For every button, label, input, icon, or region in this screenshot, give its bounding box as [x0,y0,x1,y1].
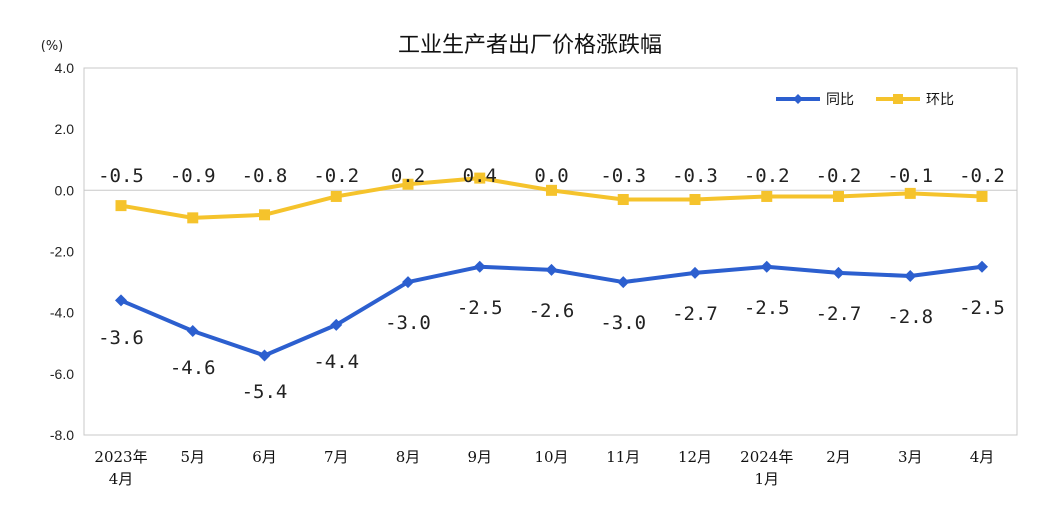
data-label: -4.4 [313,351,359,373]
data-point [904,187,916,199]
data-label: -2.8 [887,306,933,328]
data-point [330,190,342,202]
data-point [761,190,773,202]
x-tick-label: 12月 [678,448,712,466]
y-tick-label: 2.0 [55,121,75,137]
data-point [545,263,558,276]
data-label: -4.6 [170,357,216,379]
data-point [115,200,127,212]
data-point [187,212,199,224]
data-label: -2.5 [457,297,503,319]
legend: 同比 环比 [776,92,954,108]
data-label: -0.3 [600,165,646,187]
data-label: 0.2 [391,165,425,187]
data-point [617,276,630,289]
data-label: -0.3 [672,165,718,187]
data-point [546,184,557,196]
data-point [474,172,486,184]
x-tick-label: 7月 [324,448,349,466]
data-point [330,318,343,331]
y-axis-unit: (%) [41,39,64,54]
x-tick-label: 2月 [826,448,851,466]
data-label: 0.4 [463,165,497,187]
data-label: -2.6 [529,300,575,322]
data-label: -5.4 [242,381,288,403]
data-point [617,194,629,206]
data-label: -2.7 [672,303,718,325]
x-tick-label: 6月 [252,448,277,466]
series-layer: -0.5 -0.9 -0.8 -0.2 0.2 0.4 0.0 -0.3 -0.3 -0.2 -0.… [98,165,1005,403]
data-label: -0.5 [98,165,144,187]
data-point [115,294,127,307]
data-label: -3.0 [600,312,646,334]
y-tick-label: 4.0 [55,60,75,76]
x-tick-label: 2024年 1月 [740,448,793,488]
data-point [186,325,199,338]
data-label: 0.0 [534,165,568,187]
data-label: -3.0 [385,312,431,334]
y-tick-label: -8.0 [50,427,74,443]
legend-label: 环比 [926,92,954,108]
x-axis-ticks: 2023年 4月 5月 6月 7月 8月 9月 10月 11月 12月 2024年 1月 2月 3月 4月 [94,448,994,488]
data-point [832,266,845,279]
data-point [402,178,414,190]
data-label: -2.5 [959,297,1005,319]
data-point [689,194,701,206]
x-tick-label: 4月 [970,448,995,466]
x-tick-label: 3月 [898,448,923,466]
y-tick-label: -4.0 [50,305,74,321]
x-tick-label: 5月 [180,448,205,466]
data-point [904,269,917,282]
legend-marker [793,94,803,104]
data-point [258,349,271,362]
data-label: -0.2 [313,165,359,187]
legend-label: 同比 [826,92,854,108]
data-label: -0.2 [816,165,862,187]
data-label: -3.6 [98,327,144,349]
data-point [473,260,486,273]
data-label: -2.5 [744,297,790,319]
data-point [689,266,701,279]
data-label: -0.9 [170,165,216,187]
x-tick-label: 11月 [606,448,640,466]
x-tick-label: 10月 [534,448,568,466]
data-point [760,260,773,273]
chart-title: 工业生产者出厂价格涨跌幅 [398,33,662,58]
y-axis-ticks: 4.0 2.0 0.0 -2.0 -4.0 -6.0 -8.0 [50,60,74,443]
data-label: -0.1 [887,165,933,187]
data-label: -0.2 [744,165,790,187]
y-tick-label: -6.0 [50,366,74,382]
x-tick-label: 2023年 4月 [94,448,147,488]
data-label: -2.7 [816,303,862,325]
data-point [259,209,270,221]
x-tick-label: 9月 [467,448,492,466]
data-label: -0.8 [242,165,288,187]
data-point [402,276,414,289]
plot-frame [83,67,1018,436]
data-point [976,190,988,202]
data-point [833,190,844,202]
x-tick-label: 8月 [396,448,421,466]
y-tick-label: -2.0 [50,244,74,260]
y-tick-label: 0.0 [55,182,75,198]
legend-marker [893,94,903,104]
data-point [976,260,988,273]
data-label: -0.2 [959,165,1005,187]
